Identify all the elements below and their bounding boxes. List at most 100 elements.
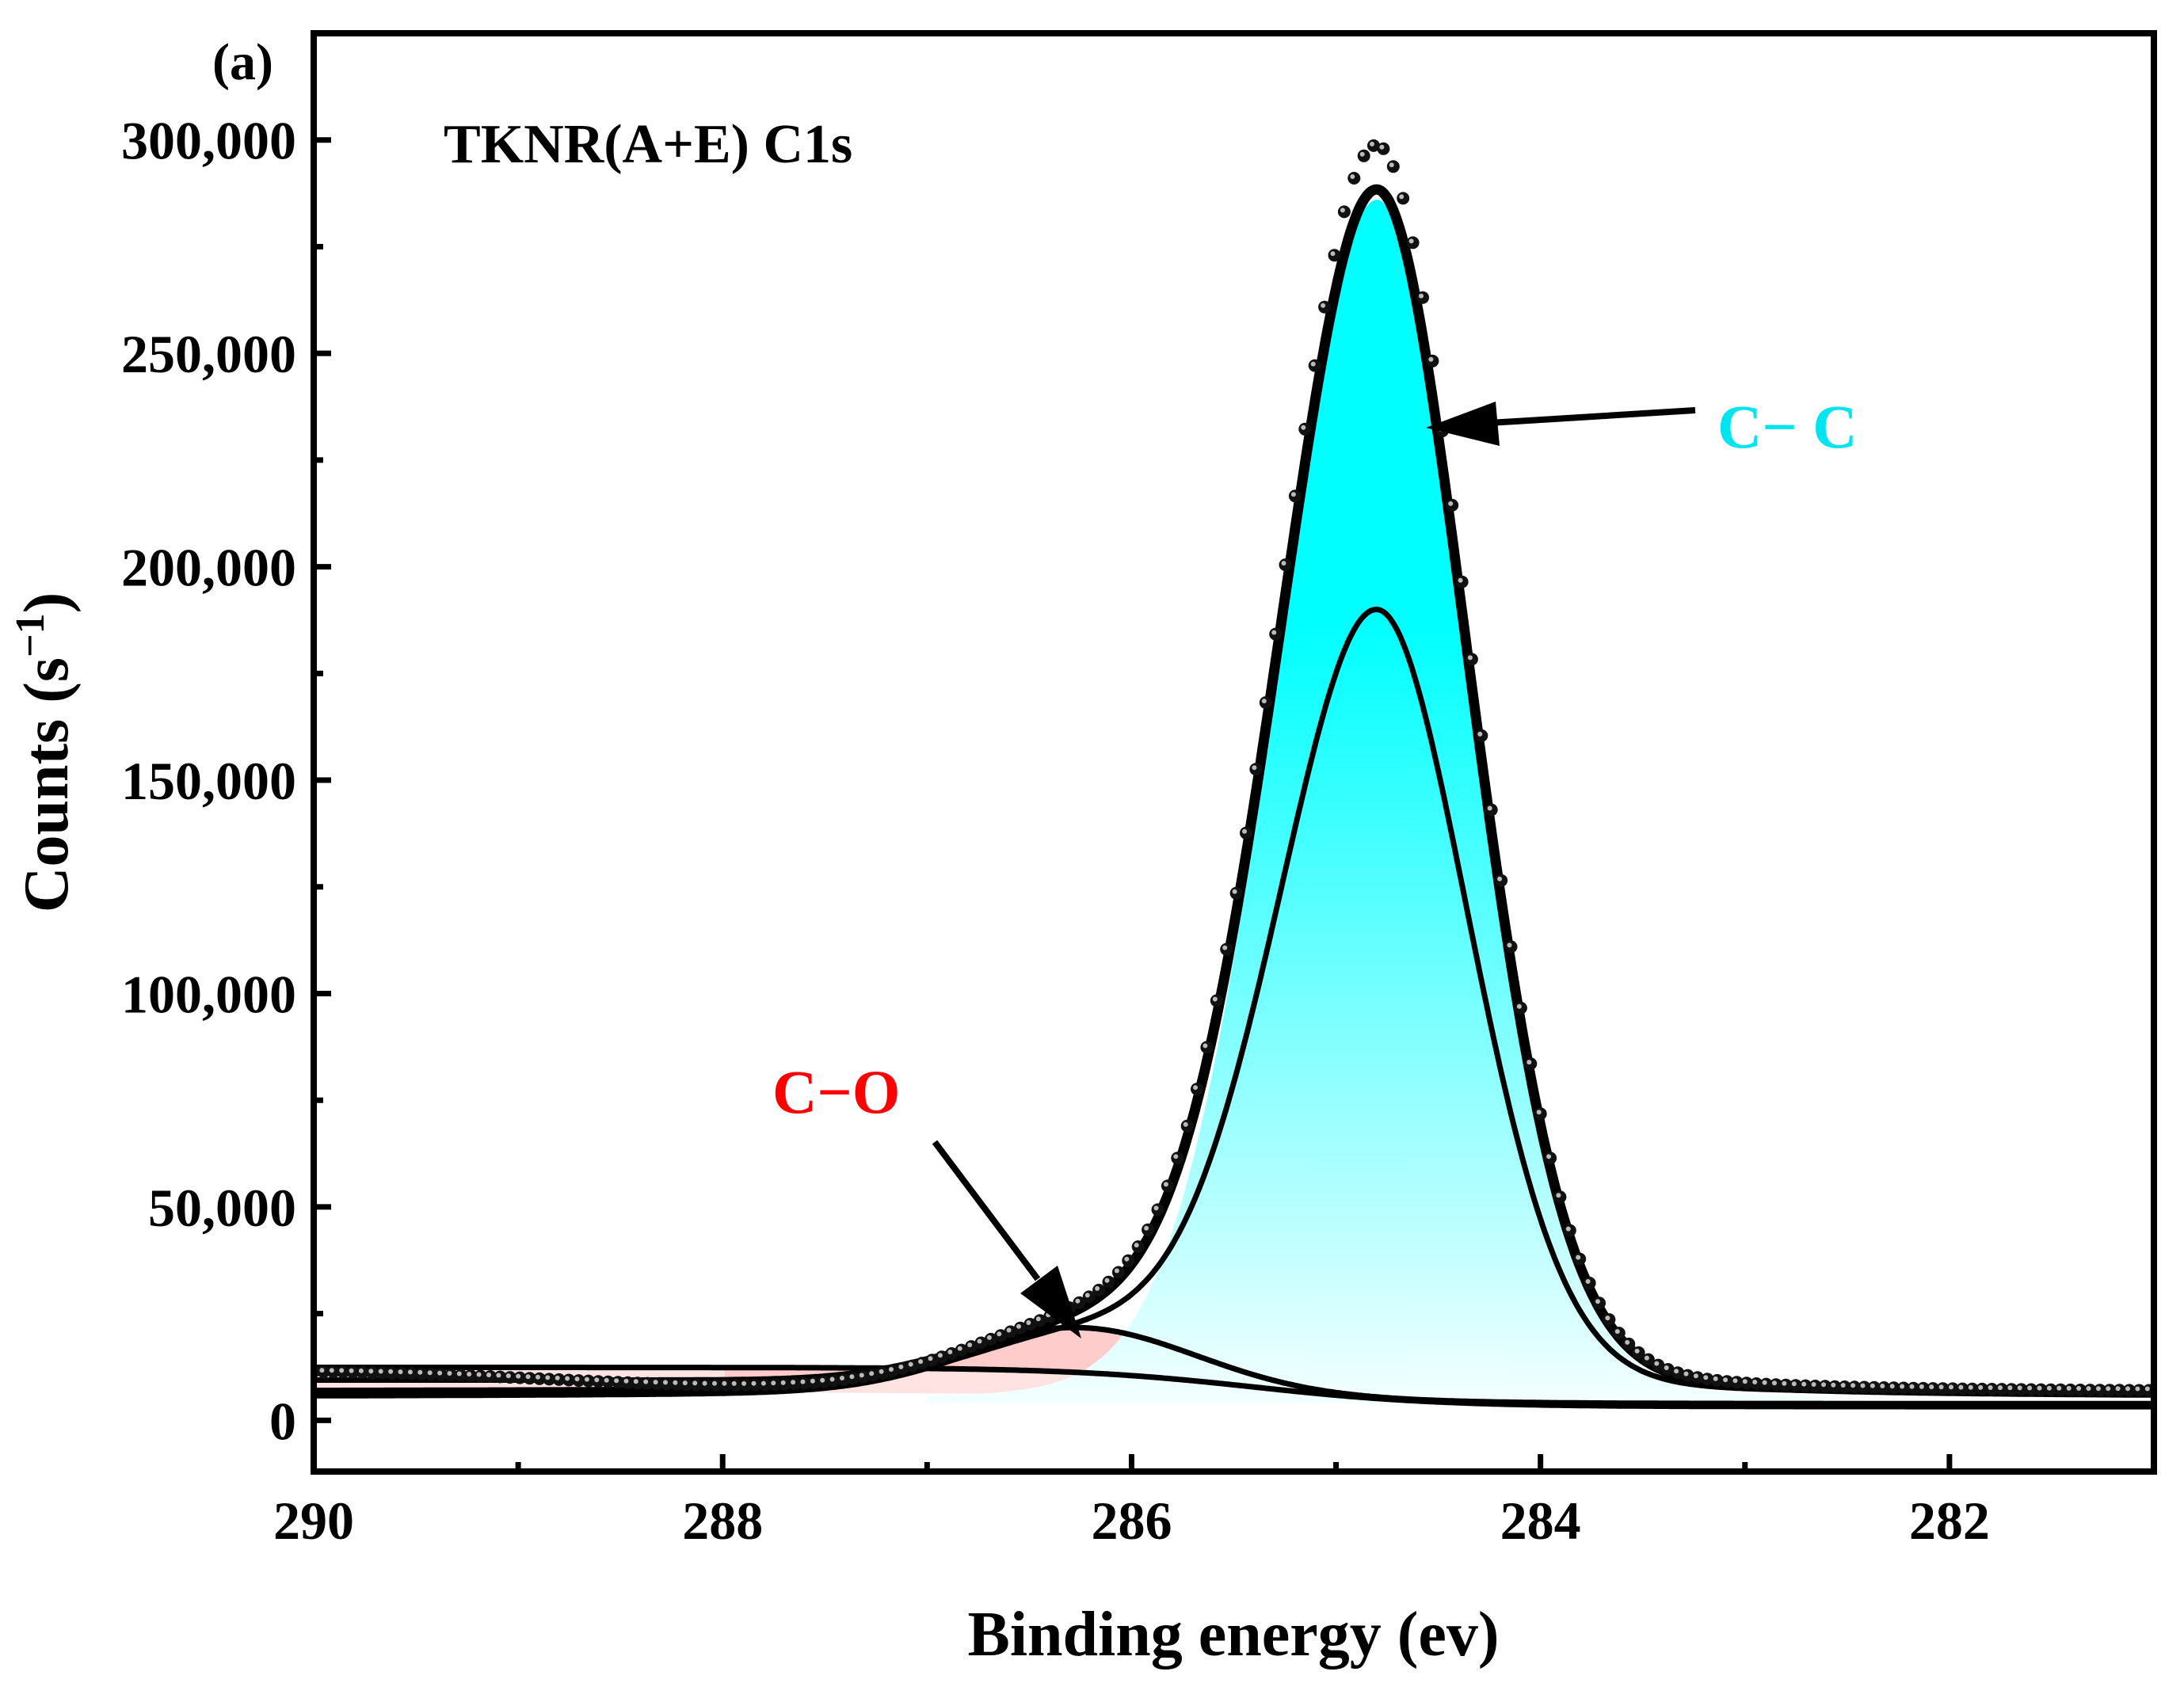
data-point-highlight: [1546, 1154, 1552, 1159]
data-point-highlight: [1585, 1279, 1591, 1284]
data-point-highlight: [536, 1374, 540, 1380]
data-point-highlight: [1281, 561, 1286, 566]
data-point-highlight: [653, 1380, 658, 1385]
data-point-highlight: [574, 1376, 580, 1382]
data-point-highlight: [741, 1380, 747, 1386]
data-point-highlight: [388, 1369, 394, 1374]
data-point-highlight: [467, 1372, 472, 1376]
data-point-highlight: [1644, 1355, 1649, 1361]
y-tick-label: 0: [269, 1391, 296, 1451]
data-point-highlight: [1900, 1384, 1905, 1389]
data-point-highlight: [937, 1353, 943, 1358]
data-point-highlight: [565, 1376, 570, 1381]
data-point-highlight: [368, 1369, 374, 1374]
data-point-highlight: [2037, 1385, 2042, 1391]
y-axis-label-sup: −1: [8, 613, 53, 657]
data-point-highlight: [947, 1350, 953, 1354]
data-point-highlight: [908, 1361, 913, 1367]
data-point-highlight: [2017, 1385, 2022, 1391]
data-point-highlight: [1850, 1383, 1856, 1388]
data-point-highlight: [349, 1368, 354, 1373]
data-point-highlight: [2066, 1385, 2072, 1391]
data-point-highlight: [1978, 1384, 1984, 1390]
data-point-highlight: [1958, 1384, 1964, 1390]
data-point-highlight: [1084, 1293, 1090, 1298]
data-point-highlight: [997, 1331, 1002, 1337]
data-point-highlight: [398, 1369, 403, 1375]
data-point-highlight: [447, 1371, 452, 1376]
data-point-highlight: [516, 1373, 521, 1379]
data-point-highlight: [1035, 1316, 1041, 1322]
data-point-highlight: [1075, 1298, 1081, 1304]
data-point-highlight: [1527, 1060, 1532, 1065]
data-point-highlight: [2056, 1385, 2062, 1391]
data-point-highlight: [1310, 361, 1316, 367]
data-point-highlight: [1408, 238, 1414, 244]
data-point-highlight: [1271, 630, 1277, 635]
data-point-highlight: [2106, 1386, 2111, 1392]
data-point-highlight: [731, 1380, 737, 1386]
data-point-highlight: [1428, 356, 1434, 362]
data-point-highlight: [751, 1380, 757, 1386]
data-point-highlight: [1556, 1193, 1561, 1198]
data-point-highlight: [1536, 1110, 1542, 1115]
data-point-highlight: [986, 1335, 992, 1340]
data-point-highlight: [2125, 1386, 2130, 1392]
data-point-highlight: [427, 1370, 433, 1376]
x-tick-label: 282: [1909, 1491, 1990, 1551]
data-point-highlight: [712, 1380, 717, 1386]
data-point-highlight: [1124, 1256, 1130, 1262]
data-point-highlight: [378, 1369, 383, 1374]
data-point-highlight: [1497, 876, 1503, 881]
data-point-highlight: [1870, 1383, 1875, 1388]
data-point-highlight: [2135, 1386, 2140, 1392]
plot-frame: [311, 30, 2157, 1475]
x-tick-label: 288: [682, 1491, 763, 1551]
data-point-highlight: [1929, 1384, 1934, 1390]
data-point-highlight: [1359, 151, 1365, 157]
data-point-highlight: [1880, 1384, 1885, 1388]
data-point-highlight: [1938, 1384, 1944, 1390]
data-point-highlight: [1605, 1316, 1610, 1321]
data-point-highlight: [1173, 1154, 1179, 1159]
data-point-highlight: [1889, 1384, 1895, 1389]
data-point-highlight: [682, 1380, 688, 1386]
data-point-highlight: [918, 1359, 924, 1365]
data-point-highlight: [1104, 1277, 1110, 1283]
y-tick-label: 100,000: [121, 964, 296, 1024]
data-point-highlight: [1782, 1380, 1787, 1386]
cc-peak-area: [927, 200, 1827, 1403]
x-tick-label: 290: [273, 1491, 354, 1551]
data-point-highlight: [1095, 1285, 1100, 1291]
data-point-highlight: [1576, 1255, 1581, 1260]
data-point-highlight: [643, 1379, 649, 1384]
data-point-highlight: [1762, 1380, 1767, 1385]
data-point-highlight: [1614, 1329, 1620, 1335]
data-point-highlight: [780, 1380, 786, 1385]
y-tick-label: 150,000: [121, 751, 296, 811]
data-point-highlight: [407, 1369, 413, 1375]
data-point-highlight: [496, 1373, 501, 1378]
data-point-highlight: [1153, 1205, 1159, 1211]
data-point-highlight: [1399, 194, 1405, 200]
y-axis-label-main: Counts (s: [12, 657, 82, 912]
data-point-highlight: [1212, 996, 1218, 1002]
data-point-highlight: [1252, 765, 1257, 771]
y-axis-label-close: ): [12, 592, 82, 614]
data-point-highlight: [859, 1373, 864, 1378]
data-point-highlight: [702, 1380, 707, 1386]
data-point-highlight: [1026, 1320, 1031, 1325]
data-point-highlight: [633, 1379, 638, 1384]
data-point-highlight: [1565, 1226, 1571, 1232]
data-point-highlight: [525, 1374, 531, 1380]
data-point-highlight: [545, 1375, 551, 1380]
data-point-highlight: [1006, 1327, 1012, 1333]
data-point-highlight: [456, 1371, 462, 1376]
data-point-highlight: [1791, 1381, 1797, 1387]
data-point-highlight: [2027, 1385, 2033, 1391]
cc-arrow: [1426, 402, 1696, 446]
data-point-highlight: [810, 1378, 815, 1384]
data-point-highlight: [614, 1378, 619, 1384]
data-point-highlight: [1801, 1381, 1807, 1387]
